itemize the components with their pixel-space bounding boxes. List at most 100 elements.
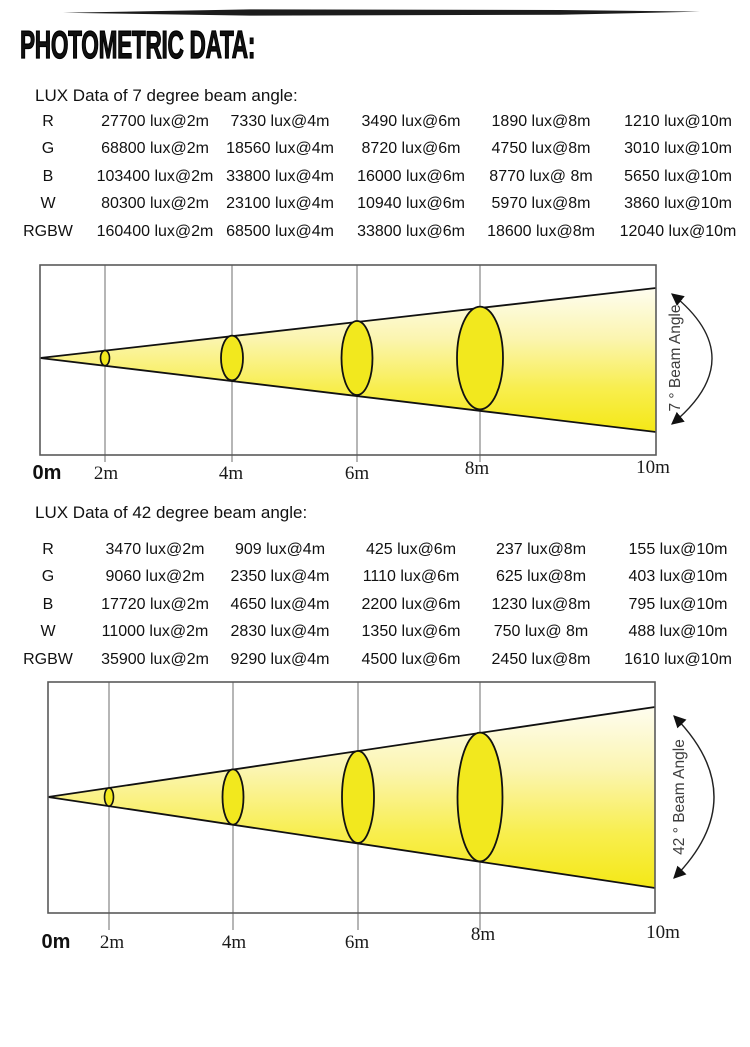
top-divider-shape (63, 9, 700, 16)
channel-label: R (42, 112, 54, 130)
beam-spot-4m (221, 768, 245, 826)
diagram-frame (47, 681, 656, 914)
lux-value: 160400 lux@2m (96, 222, 214, 240)
table-row: RGBW 35900 lux@2m 9290 lux@4m 4500 lux@6… (0, 646, 750, 674)
channel-label: W (40, 195, 56, 213)
beam-spot-6m (340, 320, 374, 396)
channel-label: G (41, 568, 55, 586)
table7-subtitle: LUX Data of 7 degree beam angle: (35, 86, 298, 105)
lux-value: 27700 lux@2m (101, 112, 209, 130)
lux-value: 1230 lux@8m (491, 595, 591, 613)
table-row: B 103400 lux@2m 33800 lux@4m 16000 lux@6… (0, 163, 750, 191)
axis-label-10m: 10m (646, 922, 680, 943)
lux-value: 625 lux@8m (495, 568, 587, 586)
axis-label-2m: 2m (94, 463, 119, 484)
cone-bottom-edge (39, 357, 657, 433)
cone-top-edge (47, 706, 656, 798)
table-row: B 17720 lux@2m 4650 lux@4m 2200 lux@6m 1… (0, 591, 750, 619)
lux-value: 1890 lux@8m (491, 112, 591, 130)
table-row: R 27700 lux@2m 7330 lux@4m 3490 lux@6m 1… (0, 108, 750, 136)
axis-label-4m: 4m (219, 463, 244, 484)
table-row: R 3470 lux@2m 909 lux@4m 425 lux@6m 237 … (0, 536, 750, 564)
lux-value: 80300 lux@2m (101, 195, 209, 213)
lux-value: 9290 lux@4m (230, 650, 330, 668)
axis-label-6m: 6m (345, 463, 370, 484)
lux-value: 35900 lux@2m (101, 650, 209, 668)
lux-value: 403 lux@10m (628, 568, 728, 586)
lux-value: 909 lux@4m (234, 540, 326, 558)
lux-value: 155 lux@10m (628, 540, 728, 558)
channel-label: G (41, 140, 55, 158)
lux-value: 4750 lux@8m (491, 140, 591, 158)
channel-label: R (42, 540, 54, 558)
lux-value: 1610 lux@10m (624, 650, 732, 668)
lux-value: 3860 lux@10m (624, 195, 732, 213)
lux-value: 11000 lux@2m (101, 623, 209, 641)
axis-label-0m: 0m (42, 931, 71, 953)
lux-value: 17720 lux@2m (101, 595, 209, 613)
page-title: PHOTOMETRIC DATA: (20, 23, 256, 67)
beam-angle-label: 7 ° Beam Angle (667, 304, 684, 411)
table-row: G 9060 lux@2m 2350 lux@4m 1110 lux@6m 62… (0, 564, 750, 592)
beam-spot-4m (220, 334, 244, 382)
table-row: W 11000 lux@2m 2830 lux@4m 1350 lux@6m 7… (0, 619, 750, 647)
lux-value: 68500 lux@4m (226, 222, 334, 240)
axis-label-4m: 4m (222, 932, 247, 953)
lux-value: 2830 lux@4m (230, 623, 330, 641)
lux-value: 2450 lux@8m (491, 650, 591, 668)
lux-value: 488 lux@10m (628, 623, 728, 641)
table-row: G 68800 lux@2m 18560 lux@4m 8720 lux@6m … (0, 136, 750, 164)
beam-diagram-42deg: 42 ° Beam Angle 0m 2m 4m 6m 8m 10m (42, 681, 715, 953)
lux-value: 1210 lux@10m (624, 112, 732, 130)
lux-value: 750 lux@ 8m (493, 623, 589, 641)
beam-angle-arc (673, 715, 715, 879)
lux-value: 1350 lux@6m (361, 623, 461, 641)
beam-angle-arc (671, 293, 713, 425)
beam-angle-label: 42 ° Beam Angle (671, 739, 688, 855)
lux-value: 795 lux@10m (628, 595, 728, 613)
lux-value: 16000 lux@6m (357, 167, 465, 185)
lux-value: 4650 lux@4m (230, 595, 330, 613)
axis-label-10m: 10m (636, 457, 670, 478)
lux-value: 33800 lux@6m (357, 222, 465, 240)
table-row: RGBW 160400 lux@2m 68500 lux@4m 33800 lu… (0, 218, 750, 246)
axis-label-8m: 8m (465, 458, 490, 479)
channel-label: RGBW (23, 650, 73, 668)
lux-value: 18600 lux@8m (487, 222, 595, 240)
channel-label: B (42, 167, 54, 185)
lux-value: 2350 lux@4m (230, 568, 330, 586)
lux-value: 8720 lux@6m (361, 140, 461, 158)
lux-value: 7330 lux@4m (230, 112, 330, 130)
axis-label-6m: 6m (345, 932, 370, 953)
top-divider-rule (63, 9, 700, 16)
lux-value: 5650 lux@10m (624, 167, 732, 185)
lux-value: 5970 lux@8m (491, 195, 591, 213)
beam-spot-8m (456, 305, 504, 411)
beam-spot-6m (341, 750, 375, 844)
axis-label-2m: 2m (100, 932, 125, 953)
channel-label: W (40, 623, 56, 641)
lux-value: 425 lux@6m (365, 540, 457, 558)
lux-value: 3490 lux@6m (361, 112, 461, 130)
axis-label-8m: 8m (471, 924, 496, 945)
beam-diagram-7deg: 7 ° Beam Angle 0m 2m 4m 6m 8m 10m (33, 264, 713, 484)
channel-label: RGBW (23, 222, 73, 240)
lux-value: 237 lux@8m (495, 540, 587, 558)
lux-table-7deg: R 27700 lux@2m 7330 lux@4m 3490 lux@6m 1… (0, 108, 750, 246)
lux-value: 4500 lux@6m (361, 650, 461, 668)
beam-spot-2m (99, 349, 111, 367)
beam-spot-8m (456, 731, 504, 863)
lux-value: 9060 lux@2m (105, 568, 205, 586)
lux-value: 8770 lux@ 8m (489, 167, 593, 185)
cone-top-edge (39, 287, 657, 359)
table42-subtitle: LUX Data of 42 degree beam angle: (35, 503, 308, 522)
axis-label-0m: 0m (33, 462, 62, 484)
diagram-frame (39, 264, 657, 456)
lux-value: 103400 lux@2m (96, 167, 214, 185)
lux-value: 12040 lux@10m (619, 222, 737, 240)
lux-value: 68800 lux@2m (101, 140, 209, 158)
lux-value: 18560 lux@4m (226, 140, 334, 158)
table-row: W 80300 lux@2m 23100 lux@4m 10940 lux@6m… (0, 191, 750, 219)
lux-table-42deg: R 3470 lux@2m 909 lux@4m 425 lux@6m 237 … (0, 536, 750, 674)
